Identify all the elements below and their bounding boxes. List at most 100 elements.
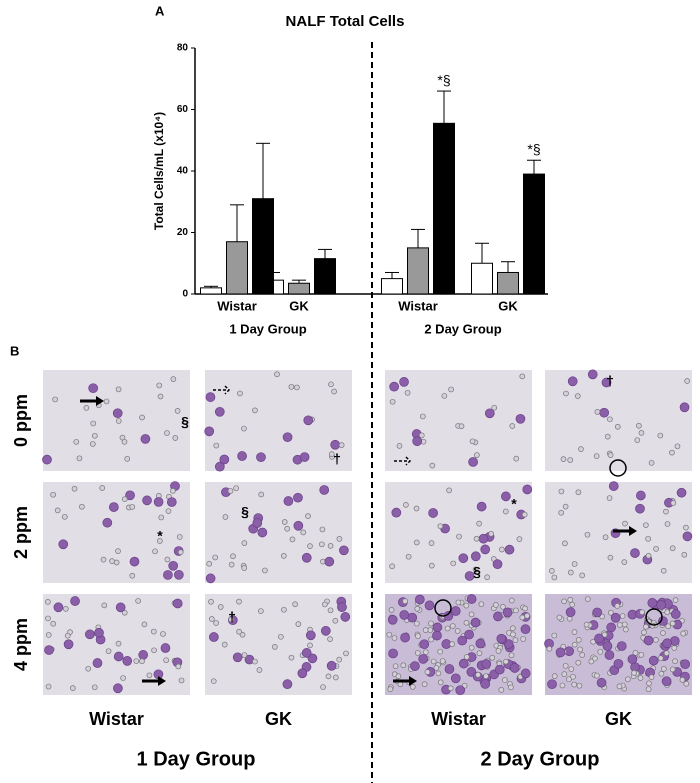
- cell: [151, 647, 157, 654]
- cell: [468, 611, 475, 618]
- cell: [493, 602, 499, 608]
- cell: [402, 598, 408, 605]
- cell: [660, 630, 666, 636]
- cell: [680, 630, 687, 637]
- cell: [399, 377, 409, 387]
- cell: [388, 607, 395, 613]
- cell: [610, 612, 621, 623]
- cell: [672, 658, 678, 665]
- cell: [450, 673, 461, 684]
- cell: [480, 544, 491, 555]
- micrograph-bg: [545, 370, 692, 471]
- cell: [232, 652, 243, 663]
- cell: [413, 539, 420, 546]
- cell: [121, 609, 128, 616]
- cell: [568, 666, 575, 673]
- bar: [381, 278, 403, 295]
- cell: [498, 687, 505, 693]
- cell: [281, 519, 288, 525]
- cell: [168, 560, 179, 571]
- arrow-head: [629, 526, 637, 536]
- cell: [413, 620, 420, 627]
- cell: [42, 454, 52, 465]
- symbol: *: [511, 496, 517, 512]
- bar: [226, 241, 248, 295]
- cell: [563, 390, 569, 397]
- cell: [115, 548, 121, 554]
- cell: [662, 638, 673, 649]
- highlight-circle: [645, 608, 663, 626]
- cell: [328, 451, 335, 457]
- cell: [484, 408, 495, 419]
- cell: [133, 658, 140, 664]
- cell: [501, 491, 511, 502]
- cell: [418, 654, 429, 664]
- cell: [464, 571, 475, 581]
- cell: [441, 392, 448, 399]
- cell: [112, 408, 123, 419]
- cell: [509, 423, 516, 429]
- cell: [449, 623, 456, 629]
- cell: [322, 601, 328, 608]
- row-label: 2 ppm: [11, 506, 31, 559]
- cell: [274, 371, 280, 378]
- cell: [516, 536, 523, 542]
- cell: [520, 668, 531, 679]
- symbol: §: [181, 414, 189, 430]
- cell: [491, 404, 498, 411]
- annotation: *§: [437, 72, 450, 88]
- cell: [606, 495, 613, 501]
- y-tick-label: 80: [177, 43, 189, 54]
- cell: [613, 658, 624, 669]
- y-tick-label: 60: [177, 104, 189, 115]
- cell: [501, 677, 508, 683]
- cell: [606, 622, 617, 633]
- cell: [230, 553, 236, 560]
- cell: [94, 627, 104, 638]
- cell: [428, 562, 435, 569]
- cell: [414, 605, 421, 612]
- cell: [566, 615, 573, 622]
- cell: [469, 438, 476, 445]
- cell: [571, 561, 578, 567]
- cell: [672, 597, 679, 603]
- cell: [669, 545, 676, 552]
- cell: [657, 655, 664, 662]
- cell: [604, 433, 611, 440]
- cell: [122, 656, 133, 666]
- cell: [410, 661, 420, 671]
- cell: [299, 452, 310, 462]
- cell: [478, 533, 489, 544]
- cell: [113, 651, 124, 662]
- cell: [679, 677, 686, 683]
- cell: [437, 648, 444, 655]
- cell: [45, 599, 51, 605]
- cell: [681, 551, 688, 558]
- cell: [463, 619, 470, 626]
- cell: [476, 520, 483, 527]
- cell: [624, 676, 631, 683]
- cell: [504, 544, 515, 555]
- cell: [683, 524, 689, 531]
- cell: [403, 502, 409, 508]
- cell: [455, 599, 462, 606]
- cell: [475, 638, 486, 649]
- cell: [125, 490, 135, 501]
- cell: [484, 574, 491, 581]
- dashed-arrow: [213, 385, 231, 395]
- cell: [89, 441, 96, 447]
- cell: [551, 632, 558, 639]
- cell: [428, 636, 434, 643]
- cell: [140, 434, 151, 444]
- cell: [575, 489, 582, 496]
- cell: [567, 597, 574, 603]
- cell: [513, 455, 520, 462]
- cell: [121, 438, 128, 445]
- cell: [670, 500, 677, 506]
- y-tick-label: 40: [177, 166, 189, 177]
- cell: [636, 490, 646, 501]
- cell: [521, 511, 528, 518]
- cell: [332, 674, 339, 681]
- cell: [643, 635, 654, 646]
- cell: [520, 636, 527, 642]
